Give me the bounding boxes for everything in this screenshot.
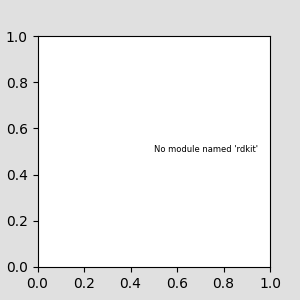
Text: No module named 'rdkit': No module named 'rdkit': [154, 145, 258, 154]
